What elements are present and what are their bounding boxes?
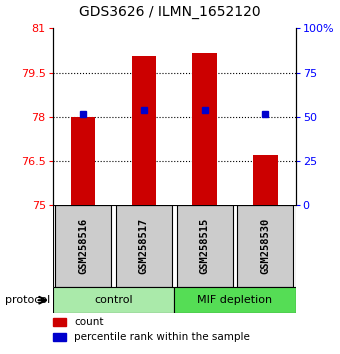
Bar [71,117,95,205]
Text: GSM258515: GSM258515 [200,218,210,274]
Bar [132,56,156,205]
Text: GSM258530: GSM258530 [260,218,270,274]
Text: count: count [74,317,104,327]
Text: protocol: protocol [5,295,50,305]
Bar [174,287,296,313]
Text: GSM258517: GSM258517 [139,218,149,274]
Bar [116,205,172,287]
Bar [192,53,217,205]
Bar [53,287,174,313]
Text: percentile rank within the sample: percentile rank within the sample [74,332,250,342]
Bar [177,205,233,287]
Bar [55,205,111,287]
Bar [253,155,277,205]
Text: control: control [94,295,133,305]
Text: GSM258516: GSM258516 [78,218,88,274]
Bar [237,205,293,287]
Text: GDS3626 / ILMN_1652120: GDS3626 / ILMN_1652120 [79,5,261,19]
Text: MIF depletion: MIF depletion [198,295,273,305]
